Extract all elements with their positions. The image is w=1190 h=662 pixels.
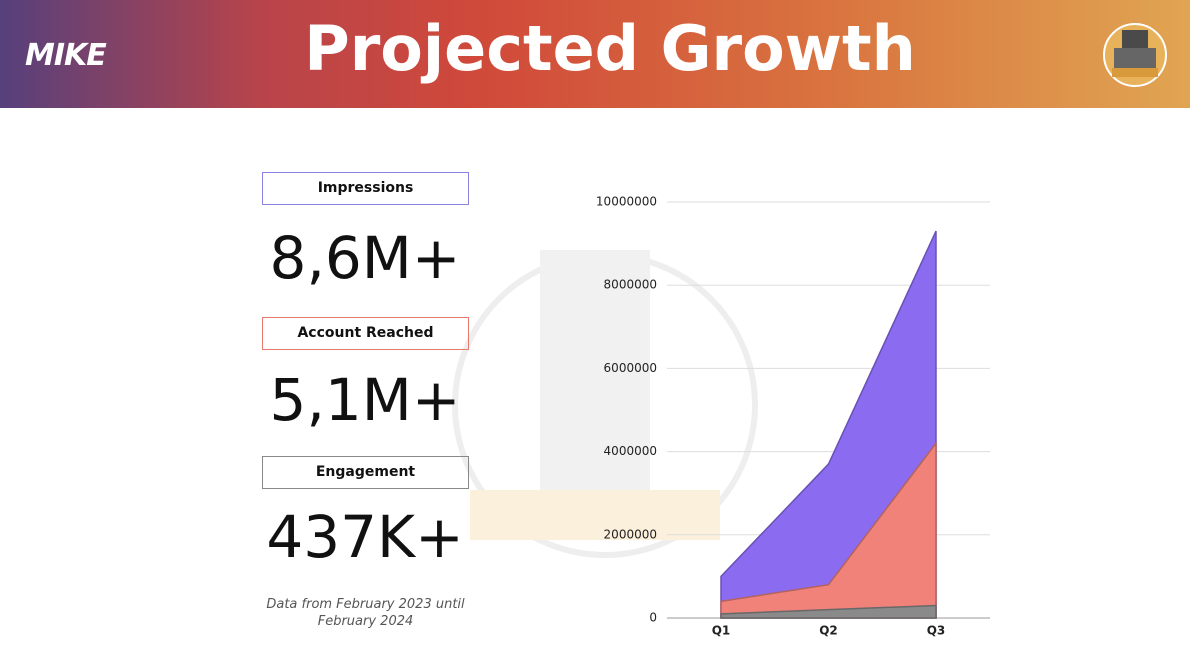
y-tick-label: 6000000 bbox=[604, 361, 657, 375]
logo bbox=[1103, 23, 1167, 87]
header: MIKE Projected Growth bbox=[0, 0, 1190, 108]
stat-label: Impressions bbox=[262, 172, 469, 205]
x-tick-label: Q1 bbox=[712, 624, 731, 638]
stat-value: 8,6M+ bbox=[269, 224, 461, 292]
y-tick-label: 4000000 bbox=[604, 444, 657, 458]
y-tick-label: 8000000 bbox=[604, 278, 657, 292]
stat-label: Account Reached bbox=[262, 317, 469, 350]
x-tick-label: Q2 bbox=[819, 624, 838, 638]
y-tick-label: 2000000 bbox=[604, 527, 657, 541]
stat-value: 5,1M+ bbox=[269, 366, 461, 434]
brand: MIKE bbox=[25, 38, 107, 73]
watermark bbox=[452, 250, 758, 558]
footnote: Data from February 2023 until February 2… bbox=[266, 597, 465, 629]
stat-value: 437K+ bbox=[266, 503, 464, 571]
y-tick-label: 10000000 bbox=[596, 195, 657, 209]
stat-label: Engagement bbox=[262, 456, 469, 489]
area bbox=[720, 604, 937, 619]
y-tick-label: 0 bbox=[649, 611, 657, 625]
x-tick-label: Q3 bbox=[927, 624, 946, 638]
title: Projected Growth bbox=[304, 12, 916, 85]
